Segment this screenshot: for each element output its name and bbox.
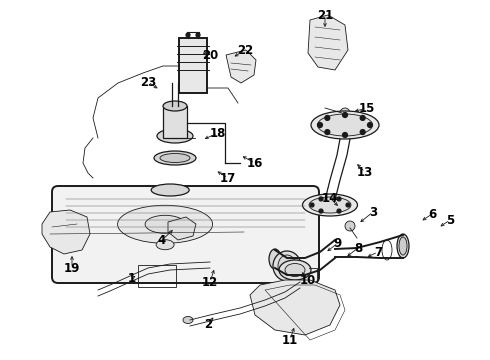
Text: 13: 13 xyxy=(357,166,373,179)
Text: 20: 20 xyxy=(202,49,218,62)
Ellipse shape xyxy=(269,249,281,269)
Circle shape xyxy=(360,116,365,121)
Text: 10: 10 xyxy=(300,274,316,287)
Text: 9: 9 xyxy=(334,237,342,249)
Ellipse shape xyxy=(309,197,351,213)
Text: 23: 23 xyxy=(140,76,156,89)
FancyBboxPatch shape xyxy=(52,186,319,283)
Circle shape xyxy=(337,197,341,201)
Circle shape xyxy=(325,130,330,135)
Ellipse shape xyxy=(151,184,189,196)
Circle shape xyxy=(345,221,355,231)
Text: 2: 2 xyxy=(204,319,212,332)
Text: 6: 6 xyxy=(428,207,436,220)
Text: 4: 4 xyxy=(158,234,166,247)
Text: 14: 14 xyxy=(322,192,338,204)
Ellipse shape xyxy=(285,264,305,276)
Text: 8: 8 xyxy=(354,242,362,255)
Circle shape xyxy=(343,132,347,138)
Text: 7: 7 xyxy=(374,246,382,258)
Circle shape xyxy=(325,116,330,121)
Polygon shape xyxy=(308,15,348,70)
Ellipse shape xyxy=(163,101,187,111)
Text: 5: 5 xyxy=(446,213,454,226)
Ellipse shape xyxy=(399,237,407,255)
Text: 17: 17 xyxy=(220,171,236,185)
Bar xyxy=(138,265,176,287)
Ellipse shape xyxy=(160,153,190,162)
Circle shape xyxy=(337,209,341,213)
Polygon shape xyxy=(226,50,256,83)
Text: 16: 16 xyxy=(247,157,263,170)
Text: 3: 3 xyxy=(369,206,377,219)
Polygon shape xyxy=(42,210,90,254)
Ellipse shape xyxy=(118,205,213,243)
Bar xyxy=(179,38,207,93)
Text: 11: 11 xyxy=(282,333,298,346)
Circle shape xyxy=(343,113,347,117)
Circle shape xyxy=(319,197,323,201)
Text: 12: 12 xyxy=(202,275,218,288)
Ellipse shape xyxy=(397,234,409,258)
Ellipse shape xyxy=(145,215,185,233)
Text: 22: 22 xyxy=(237,44,253,57)
Circle shape xyxy=(310,203,314,207)
Circle shape xyxy=(346,203,350,207)
Ellipse shape xyxy=(154,151,196,165)
Circle shape xyxy=(368,122,372,127)
Circle shape xyxy=(196,33,200,37)
Text: 19: 19 xyxy=(64,261,80,274)
Polygon shape xyxy=(168,217,196,240)
Text: 21: 21 xyxy=(317,9,333,22)
Circle shape xyxy=(360,130,365,135)
Bar xyxy=(163,106,187,138)
Ellipse shape xyxy=(302,194,358,216)
Ellipse shape xyxy=(279,260,311,280)
Ellipse shape xyxy=(318,114,372,136)
Circle shape xyxy=(319,209,323,213)
Circle shape xyxy=(318,122,322,127)
Text: 18: 18 xyxy=(210,126,226,140)
Polygon shape xyxy=(250,280,340,335)
Ellipse shape xyxy=(157,129,193,143)
Ellipse shape xyxy=(273,251,301,281)
Circle shape xyxy=(186,33,190,37)
Text: 1: 1 xyxy=(128,271,136,284)
Ellipse shape xyxy=(156,240,174,250)
Ellipse shape xyxy=(311,111,379,139)
Circle shape xyxy=(340,108,350,118)
Ellipse shape xyxy=(183,316,193,324)
Text: 15: 15 xyxy=(359,102,375,114)
Ellipse shape xyxy=(278,255,296,277)
